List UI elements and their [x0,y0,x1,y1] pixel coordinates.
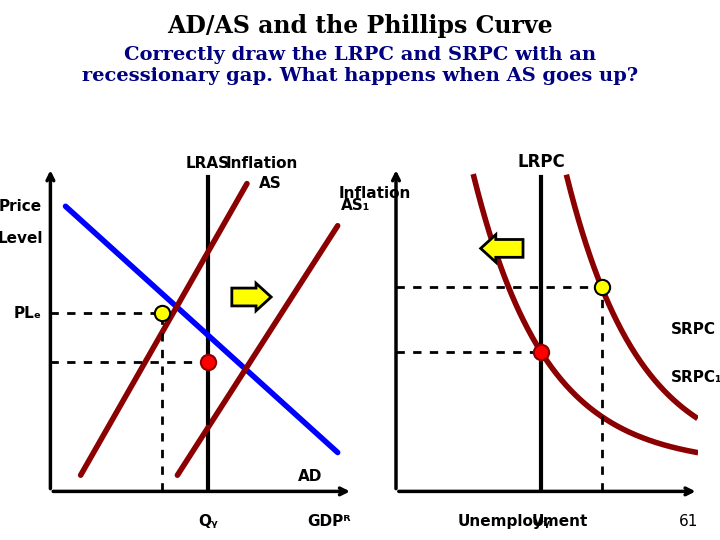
Text: AS: AS [259,176,282,191]
Text: AD: AD [298,469,323,484]
Text: AD/AS and the Phillips Curve: AD/AS and the Phillips Curve [167,14,553,37]
FancyArrow shape [481,235,523,262]
Text: SRPC: SRPC [671,322,716,337]
Text: Correctly draw the LRPC and SRPC with an
recessionary gap. What happens when AS : Correctly draw the LRPC and SRPC with an… [82,46,638,85]
Text: SRPC₁: SRPC₁ [671,370,720,386]
Text: Inflation: Inflation [226,156,298,171]
Text: PLₑ: PLₑ [14,306,41,321]
Text: Qᵧ: Qᵧ [198,514,217,529]
FancyArrow shape [232,283,271,311]
Text: Level: Level [0,231,43,246]
Text: LRAS: LRAS [186,156,230,171]
Text: GDPᴿ: GDPᴿ [307,514,351,529]
Text: 61: 61 [679,514,698,529]
Text: LRPC: LRPC [517,153,565,171]
Text: Inflation: Inflation [338,186,411,201]
Text: AS₁: AS₁ [341,198,370,213]
Text: Uᵧ: Uᵧ [531,514,551,529]
Text: Price: Price [0,199,42,214]
Text: Unemployment: Unemployment [458,514,588,529]
